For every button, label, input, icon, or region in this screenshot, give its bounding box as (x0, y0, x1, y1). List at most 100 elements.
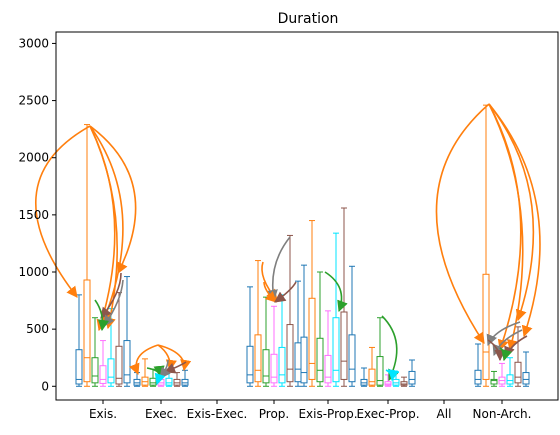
box-body (325, 355, 331, 382)
x-tick-label: Exis-Exec. (187, 407, 248, 421)
box-plot (142, 359, 148, 386)
y-tick-label: 1000 (18, 265, 49, 279)
y-tick-label: 3000 (18, 36, 49, 50)
box-plot (317, 272, 323, 386)
box-body (369, 369, 375, 385)
box-body (247, 346, 253, 383)
box-body (271, 354, 277, 383)
box-body (361, 379, 367, 385)
box-body (393, 379, 399, 385)
box-plot (491, 371, 497, 386)
box-plot (515, 327, 521, 386)
box-body (483, 274, 489, 379)
box-plot (116, 293, 122, 387)
axes: 0 500 1000 1500 2000 2500 3000 Exis. Exec. Exis-E… (18, 32, 558, 421)
x-tick-label: All (437, 407, 452, 421)
box-body (158, 379, 164, 385)
box-body (124, 341, 130, 383)
box-plot (263, 297, 269, 386)
y-tick-label: 2000 (18, 151, 49, 165)
box-plot (301, 265, 307, 386)
box-body (142, 377, 148, 385)
box-plot (309, 221, 315, 387)
box-plot (361, 368, 367, 386)
box-body (475, 370, 481, 384)
transition-arrow (325, 272, 342, 311)
box-plot (76, 295, 82, 386)
box-plot (271, 306, 277, 386)
box-body (507, 375, 513, 384)
transition-arrow (95, 300, 103, 330)
box-plot (100, 341, 106, 387)
x-tick-label: Exis. (89, 407, 117, 421)
box-body (295, 343, 301, 382)
box-plot (325, 311, 331, 386)
box-plot (377, 318, 383, 387)
box-body (385, 382, 391, 385)
y-tick-label: 0 (41, 379, 49, 393)
box-plot (92, 318, 98, 387)
transition-arrow (436, 104, 489, 343)
box-plot (124, 277, 130, 387)
box-body (515, 362, 521, 383)
box-plot (333, 233, 339, 386)
box-body (349, 335, 355, 382)
box-body (317, 338, 323, 381)
box-body (409, 371, 415, 384)
box-body (523, 373, 529, 384)
box-plot (84, 125, 90, 387)
transition-arrow (90, 126, 117, 328)
box-plot (409, 360, 415, 386)
chart-title: Duration (278, 11, 339, 27)
box-layer (76, 105, 529, 386)
y-tick-label: 2500 (18, 94, 49, 108)
transition-arrow (160, 360, 168, 378)
box-body (255, 335, 261, 382)
box-body (108, 359, 114, 383)
box-plot (475, 344, 481, 386)
box-plot (287, 235, 293, 386)
transition-arrow (506, 336, 527, 357)
box-body (100, 366, 106, 384)
box-plot (295, 281, 301, 386)
box-plot (393, 373, 399, 387)
box-plot (174, 373, 180, 387)
box-body (134, 379, 140, 385)
y-tick-label: 500 (26, 322, 49, 336)
box-plot (507, 358, 513, 387)
transition-arrow (382, 316, 397, 380)
box-plot (499, 363, 505, 386)
box-body (279, 347, 285, 382)
box-body (309, 298, 315, 379)
x-tick-label: Non-Arch. (473, 407, 532, 421)
box-plot (166, 370, 172, 386)
box-body (166, 378, 172, 385)
box-body (84, 280, 90, 382)
box-body (182, 379, 188, 385)
x-tick-label: Exec-Prop. (356, 407, 419, 421)
box-body (341, 312, 347, 379)
box-plot (279, 295, 285, 386)
box-plot (134, 373, 140, 387)
box-body (150, 378, 156, 385)
box-body (174, 379, 180, 385)
x-tick-label: Prop. (259, 407, 289, 421)
box-plot (401, 377, 407, 386)
box-body (76, 350, 82, 384)
transition-arrow (273, 237, 290, 300)
box-body (301, 337, 307, 383)
box-body (92, 358, 98, 383)
box-plot (182, 370, 188, 386)
box-body (263, 350, 269, 383)
x-tick-label: Exec. (145, 407, 177, 421)
box-body (401, 382, 407, 385)
box-body (333, 318, 339, 382)
box-plot (150, 369, 156, 386)
box-plot (349, 266, 355, 386)
box-plot (255, 261, 261, 387)
x-tick-label: Exis-Prop. (298, 407, 357, 421)
transition-arrow (275, 282, 296, 302)
box-plot (523, 352, 529, 386)
y-tick-label: 1500 (18, 208, 49, 222)
